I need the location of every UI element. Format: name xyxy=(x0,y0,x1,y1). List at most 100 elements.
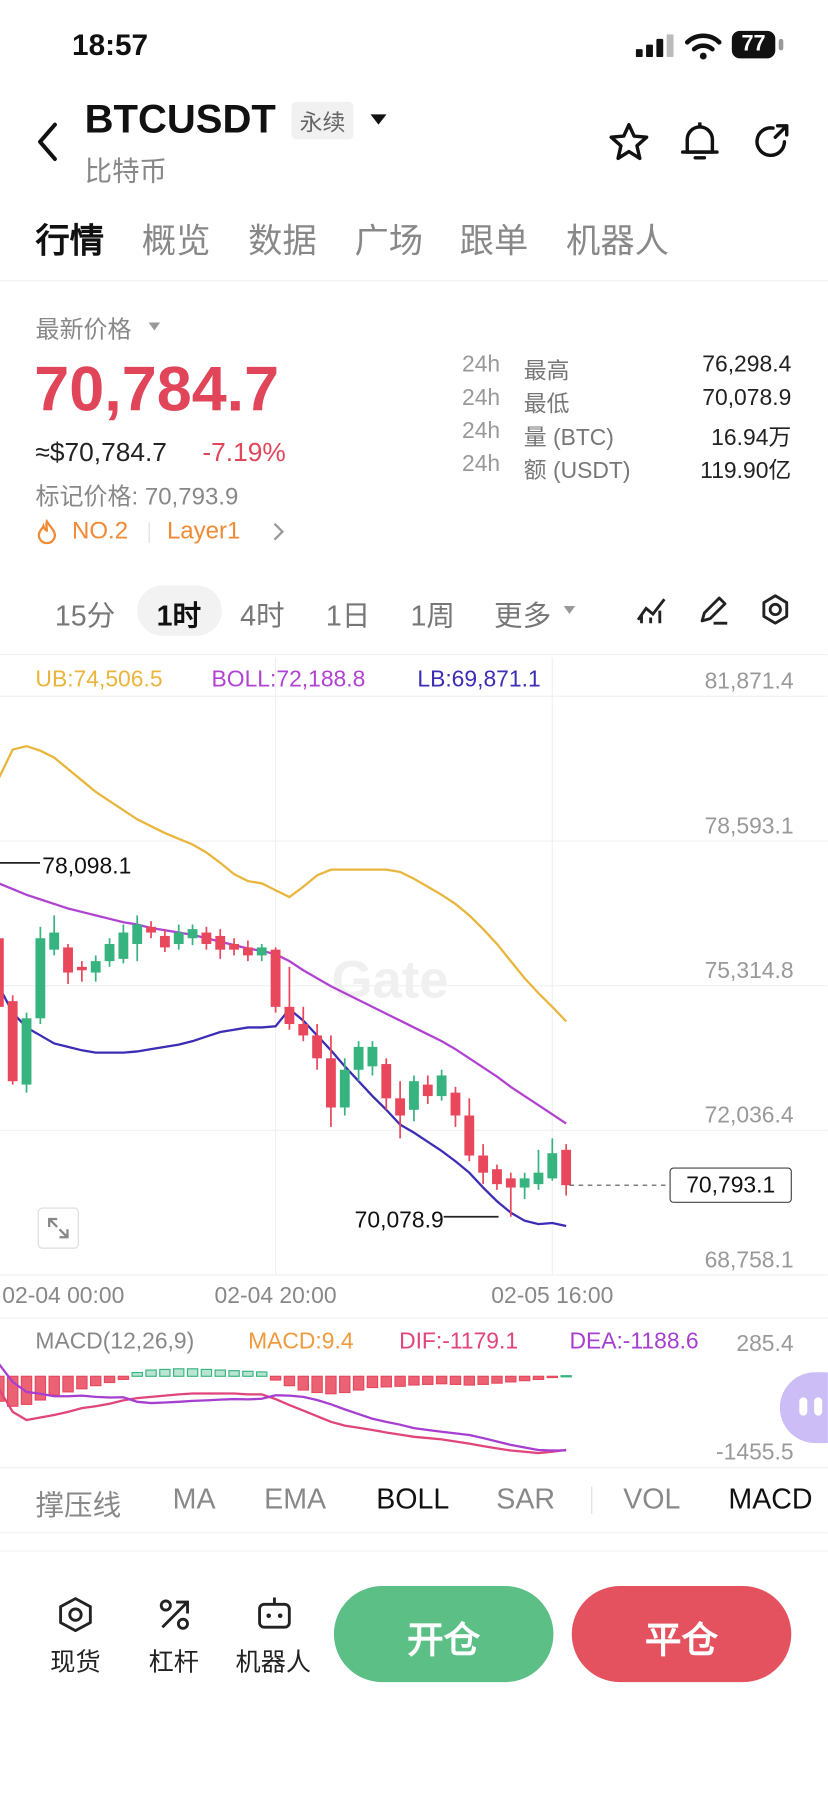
divider xyxy=(0,1317,828,1319)
candle-body xyxy=(270,949,281,1007)
macd-bar xyxy=(34,1375,47,1401)
indicator-separator xyxy=(591,1486,593,1514)
candle-body xyxy=(492,1169,502,1185)
usd-price: ≈$70,784.7 xyxy=(35,436,167,467)
sector-arrow xyxy=(273,522,285,541)
legend-entry: BOLL:72,188.8 xyxy=(212,665,366,691)
symbol[interactable]: BTCUSDT xyxy=(84,97,276,142)
favorite-button[interactable] xyxy=(607,121,650,162)
tab[interactable]: 数据 xyxy=(248,222,317,261)
macd-bar xyxy=(228,1370,240,1377)
macd-bar xyxy=(186,1368,199,1377)
stat-value: 16.94万 xyxy=(711,425,792,451)
indicator-option[interactable]: MACD xyxy=(728,1483,813,1516)
tab[interactable]: 广场 xyxy=(354,222,424,261)
tab[interactable]: 行情 xyxy=(35,222,105,261)
interval-option[interactable]: 1周 xyxy=(410,600,456,633)
stat-value: 70,078.9 xyxy=(702,385,792,411)
bottom-nav-label[interactable]: 杠杆 xyxy=(148,1647,199,1677)
bot-icon xyxy=(258,1597,291,1629)
settings-button[interactable] xyxy=(759,593,791,625)
y-tick-label: -1455.5 xyxy=(716,1438,794,1464)
macd-line xyxy=(0,1388,567,1455)
tab[interactable]: 机器人 xyxy=(566,222,669,261)
interval-option[interactable]: 15分 xyxy=(54,600,116,633)
interval-option[interactable]: 更多 xyxy=(493,600,552,633)
candle-body xyxy=(519,1178,530,1188)
close-position-button[interactable] xyxy=(571,1586,792,1683)
indicator-option[interactable]: VOL xyxy=(623,1483,681,1516)
symbol-dropdown[interactable] xyxy=(369,113,387,127)
candle-body xyxy=(35,938,46,1019)
macd-bar xyxy=(20,1375,33,1405)
fullscreen-button[interactable] xyxy=(37,1207,79,1249)
y-tick-label: 72,036.4 xyxy=(705,1102,794,1128)
wifi-icon xyxy=(684,33,722,60)
chart-type-button[interactable] xyxy=(636,595,668,625)
macd-bar xyxy=(283,1375,296,1387)
rank[interactable]: NO.2 xyxy=(72,518,129,545)
candle-body xyxy=(63,947,73,973)
candle-body xyxy=(478,1155,489,1173)
indicator-option[interactable]: EMA xyxy=(264,1483,327,1516)
last-price-box xyxy=(669,1167,792,1203)
bottom-nav-label[interactable]: 机器人 xyxy=(235,1647,312,1677)
assistant-bubble[interactable] xyxy=(779,1372,828,1444)
candle-body xyxy=(367,1046,378,1067)
price-label-caret xyxy=(148,322,161,331)
macd-bar xyxy=(76,1375,88,1390)
macd-bar xyxy=(325,1375,337,1395)
action-label[interactable]: 平仓 xyxy=(644,1619,719,1661)
signal-icon xyxy=(635,34,674,58)
candle-body xyxy=(547,1153,558,1179)
indicator-option[interactable]: 撑压线 xyxy=(35,1489,122,1522)
macd-bar xyxy=(532,1375,545,1380)
candle-body xyxy=(326,1058,336,1108)
candle-body xyxy=(395,1098,406,1116)
status-time: 18:57 xyxy=(72,27,149,62)
x-tick-label: 02-04 20:00 xyxy=(215,1282,337,1308)
boll-line xyxy=(0,882,567,1125)
candle-body xyxy=(353,1046,364,1070)
interval-option[interactable]: 4时 xyxy=(240,600,285,633)
stat-label: 最高 xyxy=(523,359,570,385)
candle-body xyxy=(436,1075,447,1097)
interval-option[interactable]: 1日 xyxy=(325,600,371,633)
alert-button[interactable] xyxy=(680,119,719,165)
open-position-button[interactable] xyxy=(333,1586,554,1683)
bottom-nav-label[interactable]: 现货 xyxy=(50,1647,101,1677)
price-label[interactable]: 最新价格 xyxy=(35,316,132,344)
sector[interactable]: Layer1 xyxy=(166,518,241,545)
share-button[interactable] xyxy=(750,121,791,162)
macd-bar xyxy=(463,1375,476,1386)
macd-bar xyxy=(131,1371,143,1377)
macd-bar xyxy=(505,1375,517,1383)
x-tick-label: 02-05 16:00 xyxy=(491,1282,613,1308)
macd-bar xyxy=(560,1375,572,1378)
candle-body xyxy=(505,1178,516,1188)
macd-bar xyxy=(0,1375,5,1402)
coin-name: 比特币 xyxy=(84,156,167,188)
interval-option[interactable]: 1时 xyxy=(156,600,202,633)
last-price-label: 70,793.1 xyxy=(686,1171,775,1197)
candle-body xyxy=(561,1149,572,1186)
macd-bar xyxy=(408,1375,420,1386)
action-label[interactable]: 开仓 xyxy=(407,1619,481,1661)
divider xyxy=(0,654,828,656)
kline-chart[interactable]: Gate 81,871.4 78,593.1 75,314.8 72,036.4 68,7… xyxy=(0,640,828,1486)
candle-body xyxy=(284,1006,295,1025)
fullscreen-icon xyxy=(48,1217,69,1239)
interval-more-caret xyxy=(563,606,576,615)
back-button[interactable] xyxy=(34,121,61,162)
indicator-option[interactable]: SAR xyxy=(496,1483,556,1516)
indicator-option[interactable]: BOLL xyxy=(376,1483,450,1516)
draw-button[interactable] xyxy=(698,593,730,625)
indicator-option[interactable]: MA xyxy=(172,1483,216,1516)
battery: 77 xyxy=(731,30,776,59)
assistant-eye xyxy=(814,1397,823,1416)
candle-body xyxy=(298,1024,309,1036)
tab[interactable]: 跟单 xyxy=(459,222,529,261)
candle-body xyxy=(422,1084,433,1097)
tab[interactable]: 概览 xyxy=(141,222,211,261)
macd-bar xyxy=(297,1375,309,1391)
